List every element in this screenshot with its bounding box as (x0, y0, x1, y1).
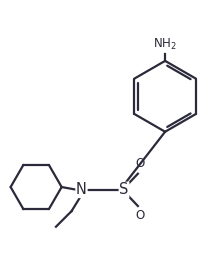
Text: O: O (135, 157, 144, 170)
Text: N: N (76, 182, 87, 197)
Text: O: O (135, 209, 144, 222)
Text: S: S (119, 182, 129, 197)
Text: NH$_2$: NH$_2$ (153, 37, 177, 52)
